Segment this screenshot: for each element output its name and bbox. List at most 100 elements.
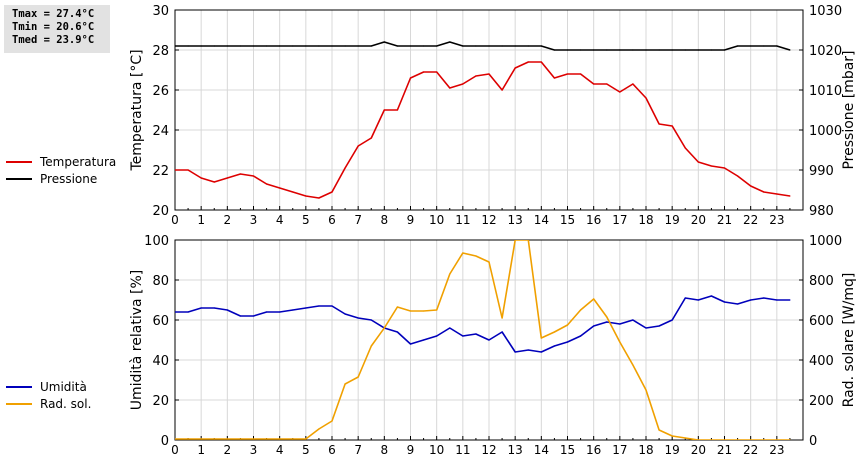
bottom-data-point-rad-sol [527, 240, 529, 241]
top-data-point-temperatura [632, 83, 634, 85]
top-x-tick-label: 18 [638, 213, 653, 227]
bottom-data-point-rad-sol [462, 252, 464, 254]
bottom-data-point-rad-sol [632, 364, 634, 366]
bottom-x-tick-label: 6 [328, 443, 336, 457]
top-x-tick-label: 7 [354, 213, 362, 227]
bottom-data-point-rad-sol [658, 429, 660, 431]
top-data-point-pressione [527, 45, 529, 47]
stat-tmax: Tmax = 27.4°C [12, 8, 95, 20]
top-data-point-pressione [175, 45, 176, 47]
bottom-y2-tick-label: 1000 [809, 234, 842, 249]
top-data-point-temperatura [200, 177, 202, 179]
top-data-point-temperatura [763, 191, 765, 193]
bottom-data-point-umidit [527, 349, 529, 351]
bottom-data-point-rad-sol [645, 389, 647, 391]
bottom-data-point-umidit [423, 339, 425, 341]
top-x-tick-label: 11 [455, 213, 470, 227]
bottom-data-point-umidit [475, 333, 477, 335]
bottom-x-tick-label: 3 [250, 443, 258, 457]
bottom-data-point-umidit [213, 307, 215, 309]
bottom-data-point-rad-sol [737, 439, 739, 440]
bottom-data-point-umidit [331, 305, 333, 307]
bottom-x-tick-label: 18 [638, 443, 653, 457]
bottom-data-point-rad-sol [187, 438, 189, 440]
bottom-data-point-rad-sol [213, 438, 215, 440]
top-y-axis-title: Temperatura [°C] [129, 49, 145, 171]
top-y-tick-label: 28 [152, 44, 169, 59]
bottom-data-point-rad-sol [239, 438, 241, 440]
top-data-point-temperatura [187, 169, 189, 171]
top-x-tick-label: 10 [429, 213, 444, 227]
legend-bottom-chart-items: Umidità Rad. sol. [6, 378, 91, 412]
bottom-data-point-umidit [266, 311, 268, 313]
top-data-point-temperatura [383, 109, 385, 111]
top-data-point-temperatura [671, 125, 673, 127]
bottom-data-point-umidit [357, 317, 359, 319]
top-data-point-temperatura [462, 83, 464, 85]
top-data-point-pressione [710, 49, 713, 51]
top-data-point-pressione [645, 49, 647, 51]
top-data-point-pressione [213, 45, 215, 47]
top-y2-axis-title: Pressione [mbar] [841, 50, 857, 169]
bottom-data-point-umidit [292, 309, 294, 311]
bottom-data-point-umidit [540, 351, 542, 353]
bottom-data-point-rad-sol [396, 306, 398, 308]
top-data-point-temperatura [252, 175, 255, 177]
bottom-data-point-umidit [488, 339, 490, 341]
top-data-point-pressione [370, 45, 372, 47]
bottom-y-tick-label: 80 [152, 274, 169, 289]
top-data-point-pressione [632, 49, 634, 51]
bottom-x-tick-label: 5 [302, 443, 310, 457]
top-data-point-temperatura [750, 185, 752, 187]
top-data-point-pressione [449, 41, 451, 43]
top-data-point-pressione [566, 49, 569, 51]
top-data-point-temperatura [776, 193, 778, 195]
bottom-x-tick-label: 2 [224, 443, 232, 457]
top-data-point-pressione [697, 49, 699, 51]
bottom-data-point-rad-sol [423, 310, 425, 312]
top-data-point-pressione [357, 45, 359, 47]
bottom-data-point-rad-sol [175, 438, 176, 440]
top-data-point-pressione [488, 45, 490, 47]
bottom-data-point-rad-sol [200, 438, 202, 440]
top-data-point-temperatura [737, 175, 739, 177]
top-x-tick-label: 1 [197, 213, 205, 227]
top-data-point-temperatura [566, 73, 569, 75]
bottom-x-tick-label: 23 [769, 443, 784, 457]
bottom-data-point-rad-sol [305, 438, 307, 440]
legend-label-temperatura: Temperatura [40, 154, 117, 169]
bottom-data-point-rad-sol [566, 324, 569, 326]
bottom-y2-tick-label: 600 [809, 314, 834, 329]
top-data-point-temperatura [658, 123, 660, 125]
top-data-point-pressione [226, 45, 228, 47]
top-x-tick-label: 17 [612, 213, 627, 227]
bottom-data-point-umidit [344, 313, 346, 315]
top-x-tick-label: 2 [224, 213, 232, 227]
bottom-data-point-umidit [370, 319, 372, 321]
top-x-tick-label: 13 [508, 213, 523, 227]
top-y2-tick-label: 990 [809, 164, 834, 179]
top-data-point-temperatura [619, 91, 621, 93]
top-y-tick-label: 24 [152, 124, 169, 139]
bottom-data-point-umidit [396, 331, 398, 333]
bottom-data-point-umidit [645, 327, 647, 329]
top-y-tick-label: 22 [152, 164, 169, 179]
bottom-data-point-umidit [671, 319, 673, 321]
top-data-point-pressione [423, 45, 425, 47]
top-x-tick-label: 3 [250, 213, 258, 227]
top-data-point-temperatura [606, 83, 608, 85]
bottom-data-point-rad-sol [501, 317, 503, 319]
top-series-line-temperatura [175, 61, 791, 199]
bottom-data-point-rad-sol [619, 341, 621, 343]
top-data-point-temperatura [527, 61, 529, 63]
top-data-point-temperatura [723, 167, 726, 169]
legend-swatch-rad-sol [6, 402, 32, 405]
top-data-point-pressione [658, 49, 660, 51]
top-x-tick-label: 21 [717, 213, 732, 227]
bottom-x-tick-label: 4 [276, 443, 284, 457]
stat-tmed: Tmed = 23.9°C [12, 34, 95, 46]
bottom-data-point-umidit [566, 341, 569, 343]
top-data-point-temperatura [436, 71, 438, 73]
top-x-tick-label: 0 [171, 213, 179, 227]
bottom-data-point-umidit [175, 311, 176, 313]
